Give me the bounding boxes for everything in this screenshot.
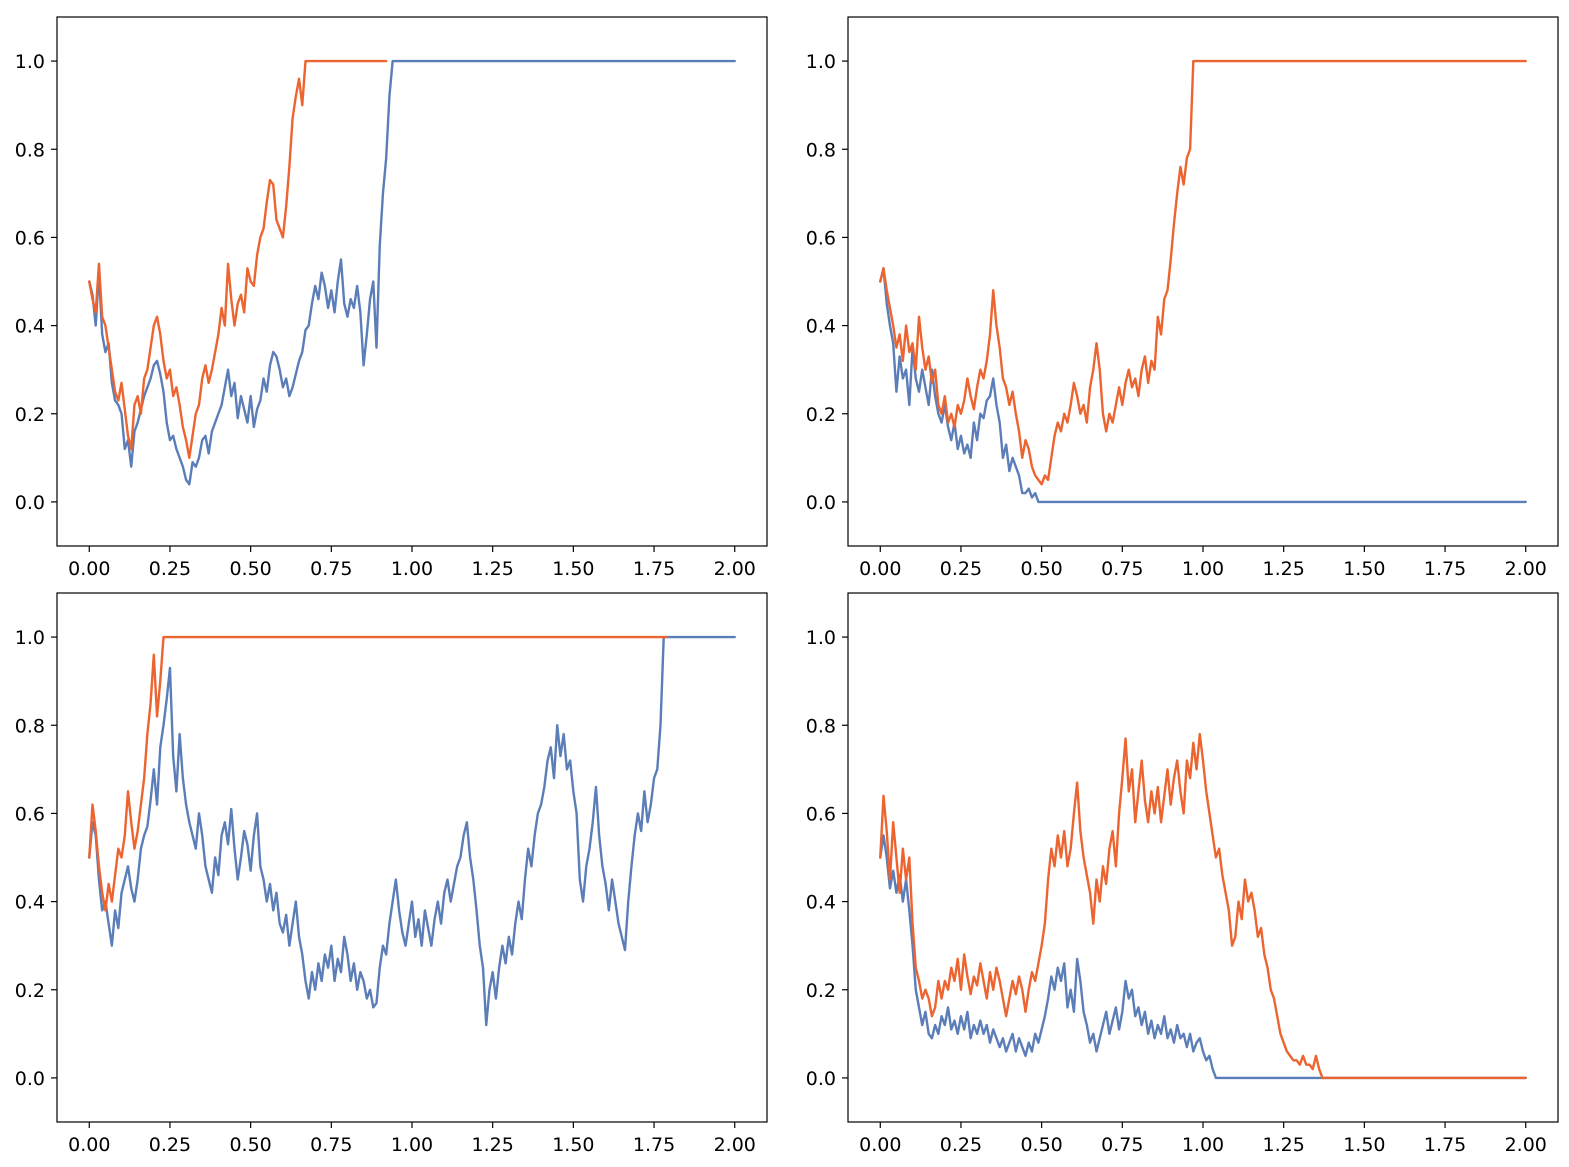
x-tick-label: 0.25: [940, 1134, 982, 1156]
y-tick-label: 0.2: [806, 404, 836, 426]
x-tick-label: 1.00: [391, 558, 433, 580]
x-tick-label: 0.75: [310, 1134, 352, 1156]
x-tick-label: 0.50: [1020, 558, 1062, 580]
series-line-orange: [879, 732, 1527, 1080]
x-tick-label: 0.00: [859, 1134, 901, 1156]
y-tick-label: 0.6: [15, 803, 45, 825]
plot-frame: [56, 592, 768, 1123]
y-tick-label: 0.8: [15, 715, 45, 737]
series-line-blue: [88, 635, 736, 1027]
x-tick-label: 0.25: [149, 558, 191, 580]
x-tick-label: 0.75: [1101, 1134, 1143, 1156]
x-tick-label: 1.50: [552, 558, 594, 580]
y-tick-label: 0.8: [15, 139, 45, 161]
x-tick-label: 1.50: [552, 1134, 594, 1156]
x-tick-label: 1.50: [1343, 1134, 1385, 1156]
x-tick-label: 2.00: [1505, 1134, 1547, 1156]
plot-frame: [847, 592, 1559, 1123]
x-tick-label: 0.25: [940, 558, 982, 580]
y-tick-label: 0.2: [806, 980, 836, 1002]
series-line-blue: [88, 59, 736, 486]
x-tick-label: 0.00: [68, 558, 110, 580]
subplot-bottom-right: 0.00 0.25 0.50 0.75 1.00 1.25 1.50 1.75 2.00 0.0 0…: [806, 592, 1559, 1156]
y-tick-label: 1.0: [806, 627, 836, 649]
subplot-top-right: 0.00 0.25 0.50 0.75 1.00 1.25 1.50 1.75 2.00 0.0 0…: [806, 16, 1559, 580]
series-line-blue: [879, 834, 1527, 1080]
y-tick-label: 0.0: [806, 492, 836, 514]
x-tick-label: 0.75: [1101, 558, 1143, 580]
subplot-bottom-left: 0.00 0.25 0.50 0.75 1.00 1.25 1.50 1.75 2.00 0.0 0…: [15, 592, 768, 1156]
x-tick-label: 2.00: [714, 558, 756, 580]
y-tick-label: 0.0: [15, 492, 45, 514]
x-tick-label: 1.75: [1424, 558, 1466, 580]
series-line-orange: [88, 59, 388, 460]
y-tick-label: 0.6: [15, 227, 45, 249]
x-tick-label: 0.25: [149, 1134, 191, 1156]
y-tick-label: 1.0: [15, 627, 45, 649]
x-tick-label: 1.75: [633, 1134, 675, 1156]
series-line-orange: [88, 635, 669, 912]
series-line-orange: [879, 59, 1527, 486]
y-tick-label: 0.2: [15, 980, 45, 1002]
x-tick-label: 1.50: [1343, 558, 1385, 580]
y-tick-label: 0.0: [806, 1068, 836, 1090]
y-tick-label: 0.4: [806, 892, 836, 914]
x-tick-label: 1.00: [391, 1134, 433, 1156]
x-tick-label: 1.00: [1182, 1134, 1224, 1156]
y-tick-label: 1.0: [15, 51, 45, 73]
x-tick-label: 2.00: [714, 1134, 756, 1156]
y-tick-label: 0.6: [806, 803, 836, 825]
y-tick-label: 0.6: [806, 227, 836, 249]
x-tick-label: 1.00: [1182, 558, 1224, 580]
x-tick-label: 0.00: [859, 558, 901, 580]
x-tick-label: 2.00: [1505, 558, 1547, 580]
x-tick-label: 0.50: [229, 1134, 271, 1156]
x-tick-label: 0.00: [68, 1134, 110, 1156]
x-tick-label: 1.25: [1263, 1134, 1305, 1156]
subplot-top-left: 0.00 0.25 0.50 0.75 1.00 1.25 1.50 1.75 2.00 0.0 0…: [15, 16, 768, 580]
x-tick-label: 1.25: [472, 1134, 514, 1156]
plot-frame: [847, 16, 1559, 547]
x-tick-label: 0.50: [1020, 1134, 1062, 1156]
y-tick-label: 0.2: [15, 404, 45, 426]
y-tick-label: 0.4: [15, 892, 45, 914]
x-tick-label: 1.75: [633, 558, 675, 580]
x-tick-label: 1.75: [1424, 1134, 1466, 1156]
plot-frame: [56, 16, 768, 547]
y-tick-label: 0.0: [15, 1068, 45, 1090]
y-tick-label: 0.4: [15, 316, 45, 338]
series-line-blue: [879, 267, 1527, 504]
y-tick-label: 0.4: [806, 316, 836, 338]
x-tick-label: 1.25: [472, 558, 514, 580]
x-tick-label: 1.25: [1263, 558, 1305, 580]
y-tick-label: 0.8: [806, 715, 836, 737]
x-tick-label: 0.75: [310, 558, 352, 580]
y-tick-label: 0.8: [806, 139, 836, 161]
y-tick-label: 1.0: [806, 51, 836, 73]
x-tick-label: 0.50: [229, 558, 271, 580]
